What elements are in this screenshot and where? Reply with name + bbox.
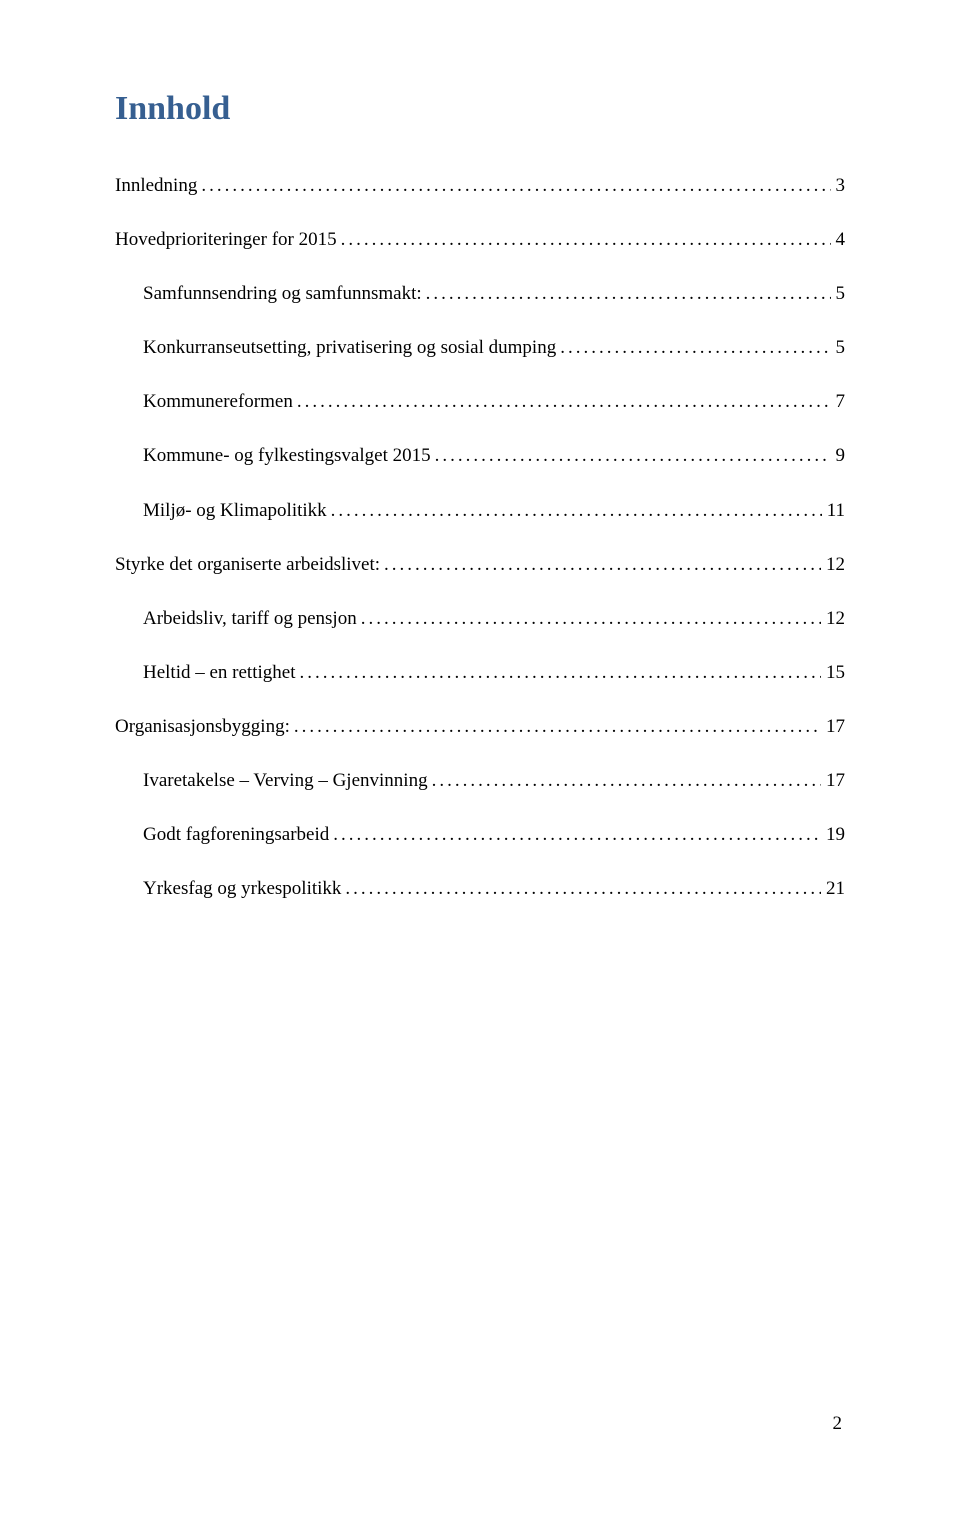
toc-row: Innledning 3 xyxy=(115,168,845,204)
toc-entry-label: Godt fagforeningsarbeid xyxy=(143,817,329,853)
toc-entry-label: Ivaretakelse – Verving – Gjenvinning xyxy=(143,763,428,799)
toc-leader-dots xyxy=(327,493,822,529)
toc-entry-page: 15 xyxy=(821,655,845,691)
toc-leader-dots xyxy=(556,330,831,366)
toc-leader-dots xyxy=(357,601,822,637)
toc-entry-label: Hovedprioriteringer for 2015 xyxy=(115,222,337,258)
toc-row: Kommune- og fylkestingsvalget 2015 9 xyxy=(115,438,845,474)
toc-leader-dots xyxy=(295,655,821,691)
toc-entry-label: Yrkesfag og yrkespolitikk xyxy=(143,871,341,907)
toc-entry-page: 7 xyxy=(831,384,845,420)
toc-entry-label: Samfunnsendring og samfunnsmakt: xyxy=(143,276,422,312)
toc-entry-page: 5 xyxy=(831,276,845,312)
toc-row: Hovedprioriteringer for 2015 4 xyxy=(115,222,845,258)
toc-entry-label: Heltid – en rettighet xyxy=(143,655,295,691)
toc-entry-page: 21 xyxy=(821,871,845,907)
toc-leader-dots xyxy=(380,547,821,583)
toc-entry-page: 17 xyxy=(821,709,845,745)
page-number: 2 xyxy=(833,1413,843,1435)
toc-leader-dots xyxy=(341,871,821,907)
toc-entry-label: Kommunereformen xyxy=(143,384,293,420)
toc-entry-page: 5 xyxy=(831,330,845,366)
toc-row: Organisasjonsbygging: 17 xyxy=(115,709,845,745)
toc-entry-page: 4 xyxy=(831,222,845,258)
toc-title: Innhold xyxy=(115,90,845,128)
toc-entry-label: Styrke det organiserte arbeidslivet: xyxy=(115,547,380,583)
toc-list: Innledning 3 Hovedprioriteringer for 2015… xyxy=(115,168,845,907)
toc-row: Yrkesfag og yrkespolitikk 21 xyxy=(115,871,845,907)
toc-entry-page: 9 xyxy=(831,438,845,474)
toc-leader-dots xyxy=(329,817,821,853)
toc-row: Konkurranseutsetting, privatisering og s… xyxy=(115,330,845,366)
toc-entry-label: Konkurranseutsetting, privatisering og s… xyxy=(143,330,556,366)
toc-entry-label: Organisasjonsbygging: xyxy=(115,709,290,745)
toc-entry-label: Miljø- og Klimapolitikk xyxy=(143,493,327,529)
toc-leader-dots xyxy=(293,384,831,420)
document-page: Innhold Innledning 3 Hovedprioriteringer … xyxy=(0,0,960,907)
toc-row: Miljø- og Klimapolitikk 11 xyxy=(115,493,845,529)
toc-entry-page: 12 xyxy=(821,547,845,583)
toc-entry-page: 11 xyxy=(822,493,845,529)
toc-entry-page: 19 xyxy=(821,817,845,853)
toc-entry-page: 17 xyxy=(821,763,845,799)
toc-row: Samfunnsendring og samfunnsmakt: 5 xyxy=(115,276,845,312)
toc-row: Godt fagforeningsarbeid 19 xyxy=(115,817,845,853)
toc-row: Kommunereformen 7 xyxy=(115,384,845,420)
toc-leader-dots xyxy=(197,168,830,204)
toc-row: Ivaretakelse – Verving – Gjenvinning 17 xyxy=(115,763,845,799)
toc-entry-label: Arbeidsliv, tariff og pensjon xyxy=(143,601,357,637)
toc-entry-page: 12 xyxy=(821,601,845,637)
toc-leader-dots xyxy=(422,276,831,312)
toc-entry-label: Innledning xyxy=(115,168,197,204)
toc-entry-label: Kommune- og fylkestingsvalget 2015 xyxy=(143,438,431,474)
toc-row: Heltid – en rettighet 15 xyxy=(115,655,845,691)
toc-entry-page: 3 xyxy=(831,168,845,204)
toc-row: Styrke det organiserte arbeidslivet: 12 xyxy=(115,547,845,583)
toc-leader-dots xyxy=(290,709,821,745)
toc-row: Arbeidsliv, tariff og pensjon 12 xyxy=(115,601,845,637)
toc-leader-dots xyxy=(428,763,822,799)
toc-leader-dots xyxy=(431,438,831,474)
toc-leader-dots xyxy=(337,222,831,258)
